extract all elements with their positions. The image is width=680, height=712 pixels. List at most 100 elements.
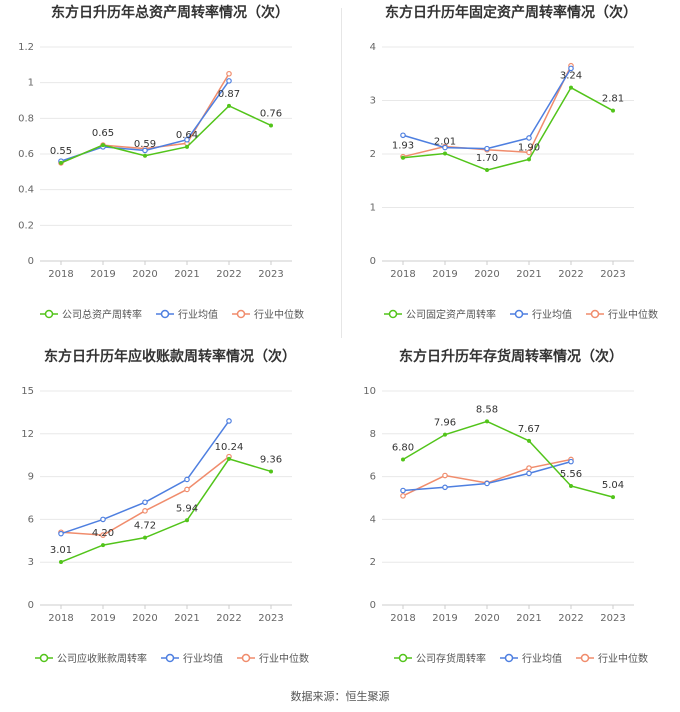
y-tick-label: 12 [21, 429, 34, 440]
data-source: 数据来源：恒生聚源 [290, 690, 390, 703]
series-line-avg [60, 420, 230, 535]
legend-marker-icon [586, 309, 604, 318]
y-tick-label: 0 [28, 256, 34, 267]
data-point-avg [184, 476, 190, 483]
legend: 公司应收账款周转率 行业均值 行业中位数 [35, 650, 323, 665]
data-point-median [526, 149, 532, 156]
legend-marker-icon [232, 309, 250, 318]
x-tick-label: 2018 [390, 269, 415, 280]
x-tick-label: 2021 [174, 269, 199, 280]
y-tick-label: 10 [363, 386, 376, 397]
data-point-company [143, 153, 147, 158]
data-point-company [185, 518, 189, 523]
x-tick-label: 2018 [48, 613, 73, 624]
legend-label: 公司存货周转率 [416, 654, 486, 665]
legend-item-avg[interactable]: 行业均值 [156, 306, 218, 321]
series-line-company [402, 86, 614, 171]
legend-item-company[interactable]: 公司存货周转率 [394, 650, 486, 665]
y-tick-label: 0 [370, 600, 376, 611]
legend-label: 行业均值 [532, 310, 572, 321]
data-label: 4.72 [134, 521, 156, 532]
legend-label: 公司应收账款周转率 [57, 654, 147, 665]
data-point-company [527, 157, 531, 162]
data-label: 3.01 [50, 545, 72, 556]
legend-item-median[interactable]: 行业中位数 [232, 306, 304, 321]
data-point-company [101, 543, 105, 548]
legend-label: 行业中位数 [254, 310, 304, 321]
data-point-company [611, 495, 615, 500]
data-label: 3.24 [560, 71, 582, 82]
x-tick-label: 2023 [258, 613, 283, 624]
legend: 公司存货周转率 行业均值 行业中位数 [394, 650, 662, 665]
data-label: 1.90 [518, 142, 540, 153]
data-point-company [143, 535, 147, 540]
data-point-company [401, 155, 405, 160]
y-tick-label: 6 [370, 472, 376, 483]
y-tick-label: 0.2 [18, 220, 34, 231]
legend-item-avg[interactable]: 行业均值 [510, 306, 572, 321]
data-point-median [184, 486, 190, 493]
x-tick-label: 2023 [600, 613, 625, 624]
legend-marker-dot [39, 653, 49, 662]
legend-item-median[interactable]: 行业中位数 [576, 650, 648, 665]
series-line-company [60, 458, 272, 563]
line-chart-total-assets: 0 0.2 0.4 0.6 0.8 1 1.2 2018 2019 2020 2021 2022 202… [18, 42, 292, 280]
data-label: 10.24 [215, 442, 244, 453]
data-label: 8.58 [476, 404, 498, 415]
legend-label: 行业中位数 [598, 654, 648, 665]
y-tick-label: 6 [28, 514, 34, 525]
data-point-company [227, 103, 231, 108]
chart-panel-total-assets: 东方日升历年总资产周转率情况（次） 0 0.2 0.4 0.6 0.8 1 1.2 2018 2… [0, 0, 340, 340]
data-point-median [442, 472, 448, 479]
line-chart-fixed-assets: 0 1 2 3 4 2018 2019 2020 2021 2022 2023 1.93 2.01 1.7… [370, 42, 634, 280]
y-tick-label: 0.6 [18, 149, 34, 160]
legend-item-avg[interactable]: 行业均值 [500, 650, 562, 665]
x-tick-label: 2023 [258, 269, 283, 280]
x-tick-label: 2019 [90, 613, 115, 624]
legend: 公司固定资产周转率 行业均值 行业中位数 [384, 306, 672, 321]
y-tick-label: 2 [370, 557, 376, 568]
legend-marker-dot [44, 309, 54, 318]
y-tick-label: 3 [370, 96, 376, 107]
y-tick-label: 9 [28, 472, 34, 483]
x-tick-label: 2018 [390, 613, 415, 624]
legend-item-median[interactable]: 行业中位数 [586, 306, 658, 321]
data-point-company [59, 560, 63, 565]
data-label: 0.65 [92, 128, 114, 139]
data-point-company [101, 143, 105, 148]
y-tick-label: 1.2 [18, 42, 34, 53]
series-line-company [402, 420, 614, 498]
legend-item-company[interactable]: 公司固定资产周转率 [384, 306, 496, 321]
legend-item-avg[interactable]: 行业均值 [161, 650, 223, 665]
data-point-company [443, 432, 447, 437]
legend-item-company[interactable]: 公司应收账款周转率 [35, 650, 147, 665]
data-label: 5.04 [602, 480, 624, 491]
legend-label: 公司总资产周转率 [62, 310, 142, 321]
data-label: 5.56 [560, 469, 582, 480]
data-point-company [569, 484, 573, 489]
data-point-company [185, 144, 189, 149]
legend-label: 公司固定资产周转率 [406, 310, 496, 321]
data-point-avg [484, 480, 490, 487]
y-tick-label: 0 [28, 600, 34, 611]
series-line-median [402, 458, 572, 497]
x-tick-label: 2020 [132, 269, 157, 280]
legend-item-median[interactable]: 行业中位数 [237, 650, 309, 665]
data-point-median [400, 493, 406, 499]
legend-marker-dot [590, 309, 600, 318]
line-chart-inventory: 0 2 4 6 8 10 2018 2019 2020 2021 2022 2023 6.80 7.96 8… [363, 386, 634, 624]
y-tick-label: 2 [370, 149, 376, 160]
legend-item-company[interactable]: 公司总资产周转率 [40, 306, 142, 321]
legend-marker-icon [500, 653, 518, 662]
data-point-avg [484, 145, 490, 152]
legend-marker-dot [514, 309, 524, 318]
y-tick-label: 0.4 [18, 185, 34, 196]
chart-panel-inventory: 东方日升历年存货周转率情况（次） 0 2 4 6 8 10 2018 2019 2020 2021… [342, 344, 680, 684]
legend-marker-dot [388, 309, 398, 318]
data-point-avg [58, 530, 64, 537]
data-label: 1.93 [392, 141, 414, 152]
chart-title: 东方日升历年存货周转率情况（次） [399, 349, 623, 365]
y-tick-label: 0.8 [18, 113, 34, 124]
legend-marker-icon [394, 653, 412, 662]
legend-label: 行业均值 [522, 654, 562, 665]
